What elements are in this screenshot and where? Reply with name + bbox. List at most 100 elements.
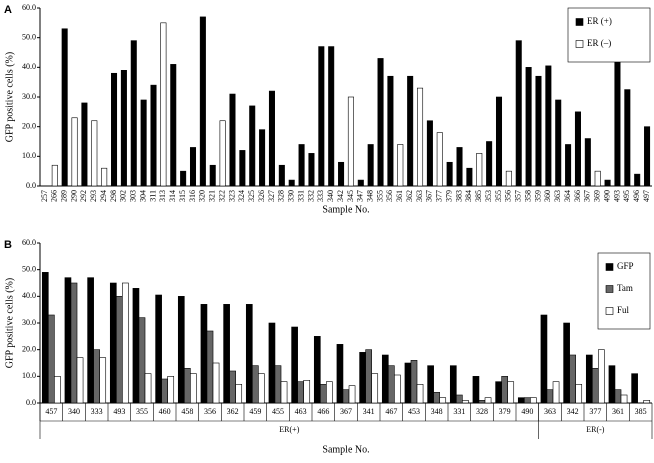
bar [404,362,412,404]
bar [120,70,127,187]
x-tick-label: 385 [474,190,483,202]
bar [190,373,197,404]
bar [501,376,508,404]
x-tick-label: 320 [198,190,207,202]
bar [155,294,162,404]
x-tick-label: 292 [79,190,88,202]
bar [160,22,167,187]
x-tick-label: 496 [632,190,641,202]
bar [180,170,187,187]
x-tick-label: 298 [109,190,118,202]
x-tick-label: 458 [181,407,193,416]
x-tick-label: 326 [257,190,266,202]
bar [209,164,216,187]
x-tick-label: 322 [217,190,226,202]
y-tick-label: 50.0 [22,32,36,41]
panel-label: B [4,239,12,251]
bar [288,179,295,187]
bar [416,384,424,404]
bar [219,120,226,187]
x-tick-label: 327 [267,190,276,202]
bar [249,105,256,187]
bar [93,349,100,404]
bar [338,161,345,187]
x-tick-label: 362 [227,407,239,416]
bar [116,296,123,404]
bar [476,153,483,187]
bar [381,354,389,404]
bar [274,365,282,404]
x-tick-label: 459 [249,407,261,416]
bar [495,96,503,187]
x-tick-label: 294 [99,190,108,202]
x-tick-label: 331 [296,190,305,202]
x-tick-label: 358 [523,190,532,202]
x-tick-label: 266 [50,190,59,202]
bar [517,397,525,404]
x-axis-label: Sample No. [322,204,369,215]
bar [41,272,49,404]
bar [291,326,298,404]
bar [592,368,599,404]
x-tick-label: 333 [91,407,103,416]
x-tick-label: 324 [237,190,246,202]
x-tick-label: 331 [453,407,465,416]
bar [101,167,108,187]
x-tick-label: 460 [159,407,171,416]
x-tick-label: 289 [60,190,69,202]
legend-label: Ful [617,305,630,315]
bar [132,288,140,404]
x-tick-label: 379 [499,407,511,416]
bar [235,384,243,404]
bar [357,179,364,187]
y-tick-label: 0.0 [26,398,36,407]
bar [245,304,253,404]
legend-swatch [575,40,584,48]
bar [342,389,350,404]
x-tick-label: 345 [346,190,355,202]
bar [631,373,638,404]
bar [297,381,304,404]
bar [397,144,404,187]
x-tick-label: 348 [431,407,443,416]
x-tick-label: 467 [385,407,397,416]
bar [308,153,315,187]
bar [177,296,185,404]
legend-label: GFP [617,261,634,271]
legend-label: Tam [617,283,633,293]
x-tick-label: 347 [356,190,365,202]
bar [575,384,583,404]
x-tick-label: 313 [158,190,167,202]
bar [336,344,344,404]
x-tick-label: 342 [567,407,579,416]
x-tick-label: 383 [454,190,463,202]
bar [574,111,581,187]
bar [359,352,366,404]
legend-swatch [605,285,614,293]
x-tick-label: 490 [521,407,533,416]
x-tick-label: 493 [113,407,125,416]
y-tick-label: 50.0 [22,264,36,273]
bar [377,58,384,187]
y-tick-label: 30.0 [22,92,36,101]
bar [495,381,502,404]
x-tick-label: 497 [642,190,651,202]
x-tick-label: 341 [363,407,375,416]
y-tick-label: 40.0 [22,291,36,300]
x-tick-label: 385 [635,407,647,416]
x-tick-label: 463 [295,407,307,416]
bar [446,161,453,187]
bar [546,389,554,404]
bar [122,282,129,404]
bar [280,381,288,404]
bar [555,99,562,187]
x-axis-label: Sample No. [322,444,369,455]
x-tick-label: 332 [306,190,315,202]
y-tick-label: 20.0 [22,121,36,130]
bar [530,397,537,404]
bar [161,378,168,404]
x-tick-label: 457 [45,407,57,416]
bar [394,374,401,404]
x-tick-label: 302 [119,190,128,202]
bar [109,282,117,404]
